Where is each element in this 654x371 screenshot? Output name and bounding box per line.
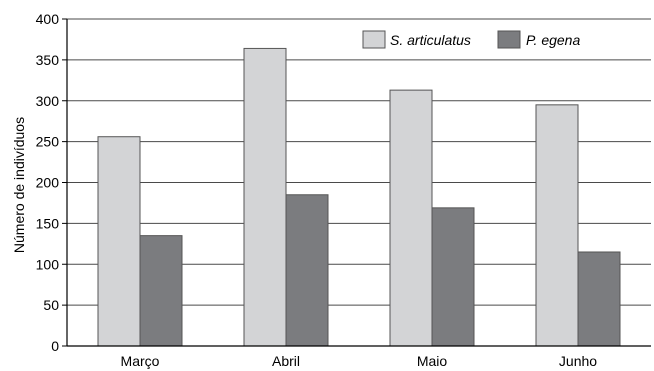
legend-label-p-egena: P. egena [526,32,580,48]
bar-s-articulatus-2 [389,89,433,347]
x-tick-label: Junho [559,353,597,369]
x-tick-label: Março [121,353,160,369]
y-tick-label: 350 [36,52,60,68]
y-tick-label: 150 [36,215,60,231]
bar-s-articulatus-1 [243,47,287,347]
y-tick-label: 100 [36,256,60,272]
y-tick-label: 400 [36,11,60,27]
legend-swatch-s-articulatus [362,30,386,49]
x-tick-label: Abril [272,353,300,369]
bar-p-egena-1 [285,194,329,347]
y-tick-label: 250 [36,134,60,150]
legend-label-s-articulatus: S. articulatus [390,32,471,48]
y-tick-labels: 0 50 100 150 200 250 300 350 400 [36,11,60,354]
y-tick-label: 200 [36,175,60,191]
axes [62,18,651,347]
bar-s-articulatus-0 [97,136,141,347]
legend-swatch-p-egena [497,30,521,49]
y-tick-label: 0 [51,338,59,354]
bars [97,47,621,347]
y-tick-label: 300 [36,93,60,109]
y-tick-label: 50 [43,297,59,313]
bar-p-egena-3 [577,251,621,347]
y-axis-title: Número de indivíduos [11,117,27,253]
legend: S. articulatus P. egena [362,30,580,49]
bar-p-egena-0 [139,235,183,347]
x-tick-label: Maio [417,353,448,369]
bar-s-articulatus-3 [535,104,579,347]
x-tick-labels: Março Abril Maio Junho [121,353,598,369]
bar-p-egena-2 [431,207,475,347]
